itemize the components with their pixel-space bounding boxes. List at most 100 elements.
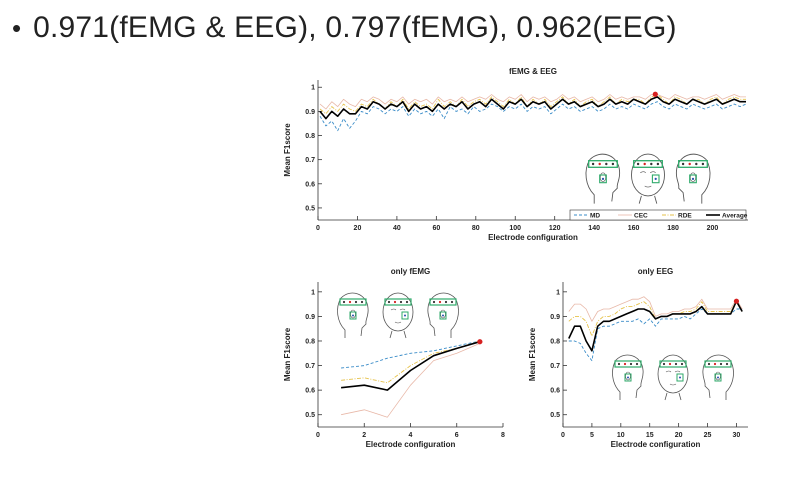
x-tick-label: 10 (617, 432, 625, 439)
y-tick-label: 0.6 (305, 181, 315, 188)
head-side-right-icon (675, 153, 711, 204)
neck-lines (638, 195, 658, 204)
x-tick-label: 6 (455, 432, 459, 439)
y-tick-label: 0.5 (305, 205, 315, 212)
electrode-band (588, 160, 618, 168)
y-tick-label: 0.8 (305, 133, 315, 140)
headline-text: 0.971(fEMG & EEG), 0.797(fEMG), 0.962(EE… (33, 11, 677, 44)
electrode-band (429, 298, 457, 306)
series-line-rde (319, 94, 746, 115)
cheek-electrode-box (349, 311, 357, 320)
x-tick-label: 120 (549, 225, 561, 232)
y-axis-label: Mean F1score (528, 327, 537, 381)
electrode-dot (636, 162, 640, 166)
x-tick-label: 80 (472, 225, 480, 232)
y-tick-label: 0.9 (550, 314, 560, 321)
electrode-dot (650, 162, 653, 166)
electrode-dot (674, 362, 678, 366)
cheek-electrode-box (624, 373, 632, 382)
electrode-dot (725, 362, 729, 366)
y-tick-label: 0.9 (305, 314, 315, 321)
y-tick-label: 0.6 (550, 388, 560, 395)
y-tick-label: 0.7 (550, 363, 560, 370)
y-axis-label: Mean F1score (283, 327, 292, 381)
head-side-right-icon (702, 354, 734, 400)
electrode-dot (342, 300, 346, 304)
y-tick-label: 1 (311, 85, 315, 92)
best-score-marker (733, 298, 740, 304)
electrode-dot (438, 300, 442, 304)
y-tick-label: 0.9 (305, 109, 315, 116)
y-tick-label: 0.8 (305, 338, 315, 345)
cheek-electrode-dot (654, 177, 657, 180)
electrode-dot (605, 162, 608, 166)
legend-label-md: MD (590, 212, 600, 219)
legend-label-average: Average (722, 212, 748, 219)
electrode-dot (354, 300, 358, 304)
face-features (390, 308, 406, 324)
neck-lines (389, 330, 407, 339)
series-line-cec (341, 343, 481, 418)
series-line-average (568, 300, 743, 352)
series-line-md (319, 101, 747, 132)
series-line-average (341, 340, 481, 391)
x-tick-label: 8 (501, 432, 505, 439)
x-tick-label: 25 (704, 432, 712, 439)
electrode-dot (662, 362, 666, 366)
head-side-left-icon (337, 292, 369, 338)
head-outline (657, 354, 689, 394)
electrode-dot (680, 362, 684, 366)
y-tick-label: 0.5 (305, 412, 315, 419)
chart-title: fEMG & EEG (509, 67, 557, 76)
cheek-electrode-box (676, 373, 684, 382)
electrode-dot (387, 300, 391, 304)
x-tick-label: 0 (316, 225, 320, 232)
electrode-dot (444, 300, 448, 304)
x-tick-label: 4 (409, 432, 413, 439)
x-tick-label: 200 (707, 225, 719, 232)
x-tick-label: 5 (590, 432, 594, 439)
cheek-electrode-dot (601, 177, 605, 180)
cheek-electrode-box (714, 373, 722, 382)
x-tick-label: 15 (646, 432, 654, 439)
x-axis-label: Electrode configuration (611, 440, 701, 449)
electrode-band (659, 360, 687, 368)
y-tick-label: 0.7 (305, 157, 315, 164)
legend-label-rde: RDE (678, 212, 692, 219)
chart-only-femg: only fEMG 0.5 0.6 0.7 0.8 0.9 1 0 2 4 6 8 Electrode … (283, 267, 505, 449)
head-front-icon (657, 354, 689, 401)
chart-title: only EEG (638, 267, 674, 276)
series-line-average (319, 96, 746, 120)
series-line-md (341, 340, 480, 369)
head-outline (382, 292, 414, 332)
cheek-electrode-dot (717, 376, 719, 379)
cheek-electrode-box (651, 174, 660, 184)
electrode-band (633, 160, 663, 168)
chart-femg-eeg: fEMG & EEG 0.5 0.6 0.7 0.8 0.9 1 0 20 40 60 80 100 12… (283, 67, 748, 242)
neck-lines (664, 392, 682, 401)
y-tick-label: 1 (556, 289, 560, 296)
chart-title: only fEMG (391, 267, 431, 276)
electrode-dot (405, 300, 409, 304)
electrode-dot (635, 362, 639, 366)
y-tick-label: 0.8 (550, 338, 560, 345)
electrode-dot (707, 362, 711, 366)
electrode-band (704, 360, 732, 368)
electrode-dot (611, 162, 615, 166)
electrode-band (678, 160, 708, 168)
x-tick-label: 0 (316, 432, 320, 439)
y-tick-label: 1 (311, 289, 315, 296)
electrode-dot (713, 362, 717, 366)
electrode-dot (598, 162, 601, 166)
y-tick-label: 0.6 (305, 388, 315, 395)
head-front-icon (382, 292, 414, 339)
bullet-marker: • (12, 13, 22, 43)
electrode-dot (681, 162, 685, 166)
x-axis-label: Electrode configuration (366, 440, 456, 449)
electrode-dot (617, 362, 621, 366)
x-tick-label: 40 (393, 225, 401, 232)
head-side-right-icon (427, 292, 459, 338)
electrode-dot (432, 300, 436, 304)
x-tick-label: 160 (628, 225, 640, 232)
electrode-dot (348, 300, 352, 304)
